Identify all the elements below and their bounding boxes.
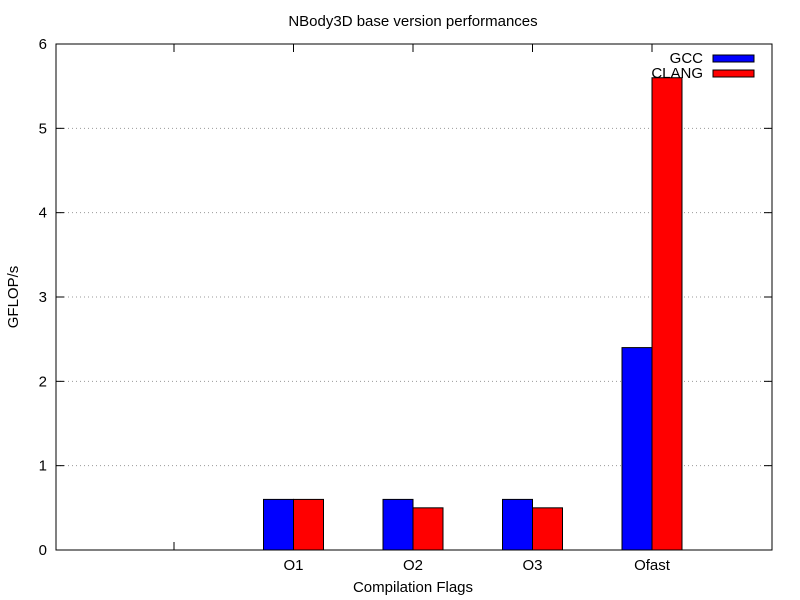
y-tick-label: 2: [39, 373, 47, 390]
x-tick-label: O2: [403, 557, 423, 574]
bar-gcc-o2: [382, 498, 414, 551]
chart-title: NBody3D base version performances: [288, 13, 537, 30]
x-tick-label: O1: [283, 557, 303, 574]
legend-swatch-clang: [712, 69, 755, 78]
bar-clang-o2: [412, 507, 444, 551]
y-tick-label: 0: [39, 542, 47, 559]
x-tick-label: O3: [522, 557, 542, 574]
bar-gcc-ofast: [621, 347, 653, 551]
legend-label-clang: CLANG: [651, 65, 703, 82]
bar-gcc-o3: [502, 498, 533, 551]
y-tick-label: 6: [39, 36, 47, 53]
bar-clang-ofast: [651, 77, 683, 551]
y-tick-label: 1: [39, 458, 47, 475]
y-tick-label: 5: [39, 120, 47, 137]
x-tick-label: Ofast: [634, 557, 671, 574]
bars: [263, 77, 683, 551]
y-tick-label: 4: [39, 205, 47, 222]
bar-clang-o1: [293, 498, 324, 551]
bar-clang-o3: [532, 507, 563, 551]
y-axis-label: GFLOP/s: [5, 266, 22, 329]
bar-gcc-o1: [263, 498, 294, 551]
y-tick-label: 3: [39, 289, 47, 306]
x-axis-label: Compilation Flags: [353, 579, 473, 596]
legend-swatch-gcc: [712, 54, 755, 63]
axis-ticks: 0 1 2 3 4 5 6 O1 O2 O3 Ofast: [39, 36, 772, 574]
legend-label-gcc: GCC: [670, 50, 704, 67]
